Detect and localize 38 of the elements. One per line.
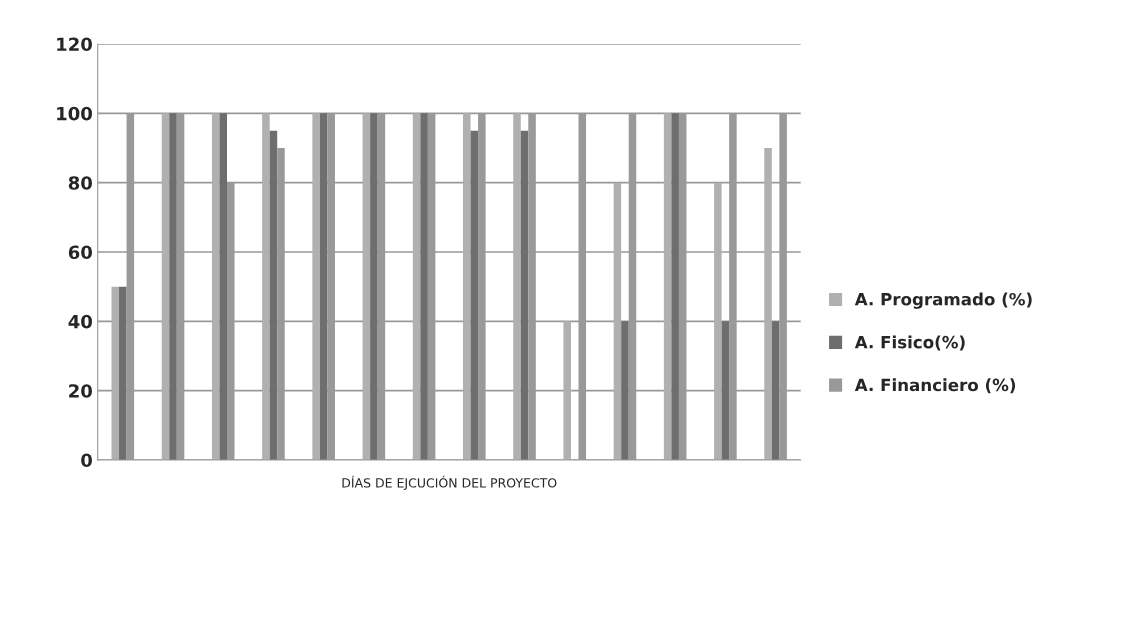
bar	[161, 113, 170, 460]
y-tick-label: 60	[68, 245, 92, 260]
bar	[412, 113, 421, 460]
bar	[513, 113, 521, 460]
bar	[764, 148, 772, 460]
bar	[420, 113, 428, 460]
bar	[319, 113, 328, 460]
bar	[520, 130, 529, 460]
bar	[671, 113, 679, 460]
legend-label: A. Financiero (%)	[854, 378, 1016, 394]
legend-label: A. Programado (%)	[854, 292, 1032, 309]
y-tick-label: 20	[69, 384, 92, 398]
bar	[663, 113, 672, 460]
y-tick-label: 80	[68, 176, 92, 190]
y-tick-label: 0	[81, 453, 92, 468]
bar	[119, 286, 127, 460]
bar	[312, 113, 320, 460]
bar	[169, 113, 177, 460]
bar	[771, 321, 780, 460]
bar	[613, 182, 622, 460]
bar	[219, 113, 227, 460]
bar	[362, 113, 371, 460]
bar	[370, 113, 378, 460]
bar	[463, 113, 471, 460]
bar	[714, 182, 722, 460]
bar	[211, 113, 220, 460]
x-axis-title: DÍAS DE EJCUCIÓN DEL PROYECTO	[342, 475, 557, 490]
y-tick-label: 100	[57, 106, 92, 121]
y-tick-label: 40	[68, 314, 92, 329]
bar	[563, 321, 571, 460]
y-tick-label: 120	[57, 37, 92, 52]
bar	[262, 113, 270, 460]
bar	[269, 130, 278, 460]
legend-label: A. Fisico(%)	[854, 335, 965, 351]
bar	[621, 321, 629, 460]
bar	[470, 130, 479, 460]
bar	[721, 321, 730, 460]
bar	[111, 286, 120, 460]
